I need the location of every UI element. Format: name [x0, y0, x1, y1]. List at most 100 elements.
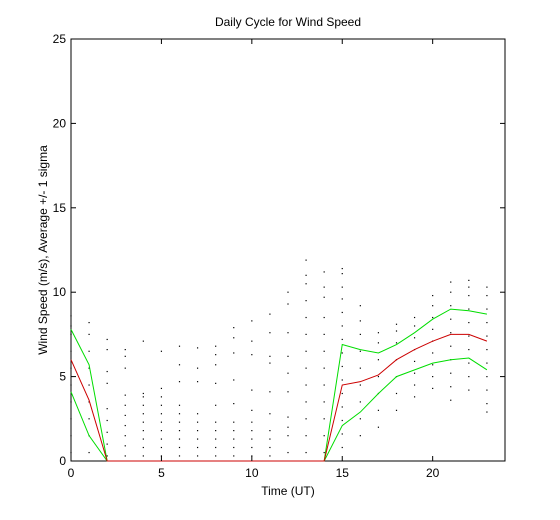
scatter-point	[269, 430, 271, 432]
scatter-point	[359, 384, 361, 386]
scatter-point	[142, 430, 144, 432]
scatter-point	[233, 455, 235, 457]
y-axis: 0 5 10 15 20 25	[53, 32, 505, 468]
scatter-point	[450, 345, 452, 347]
scatter-point	[486, 286, 488, 288]
scatter-point	[124, 455, 126, 457]
y-tick-label: 0	[59, 454, 66, 468]
scatter-point	[450, 386, 452, 388]
scatter-point	[432, 387, 434, 390]
scatter-point	[323, 296, 325, 298]
scatter-point	[196, 455, 199, 457]
scatter-layer	[70, 259, 488, 457]
scatter-point	[215, 345, 217, 347]
scatter-point	[341, 352, 343, 354]
scatter-point	[359, 333, 361, 335]
scatter-point	[432, 328, 434, 330]
scatter-point	[341, 392, 343, 395]
scatter-point	[160, 404, 163, 406]
scatter-point	[341, 406, 343, 408]
scatter-point	[305, 300, 307, 302]
scatter-point	[196, 367, 199, 369]
scatter-point	[160, 438, 163, 440]
scatter-point	[196, 381, 199, 383]
scatter-point	[269, 438, 271, 440]
scatter-point	[287, 435, 289, 437]
scatter-point	[341, 446, 343, 449]
scatter-point	[450, 281, 452, 283]
scatter-point	[468, 348, 470, 351]
scatter-point	[142, 413, 144, 415]
scatter-point	[413, 396, 416, 398]
scatter-point	[413, 372, 416, 374]
y-tick-label: 5	[59, 370, 66, 384]
x-tick-label: 20	[426, 466, 440, 480]
scatter-point	[196, 446, 199, 449]
scatter-point	[359, 418, 361, 420]
scatter-point	[395, 342, 398, 344]
y-tick-label: 20	[53, 116, 67, 130]
scatter-point	[468, 321, 470, 324]
scatter-point	[287, 391, 289, 393]
scatter-point	[359, 367, 361, 369]
scatter-point	[233, 352, 235, 354]
scatter-point	[88, 418, 90, 420]
scatter-point	[486, 389, 488, 391]
scatter-point	[468, 286, 470, 288]
scatter-point	[70, 315, 72, 317]
y-tick-label: 15	[53, 201, 67, 215]
scatter-point	[269, 332, 271, 334]
scatter-point	[233, 421, 235, 423]
scatter-point	[88, 367, 90, 369]
scatter-point	[395, 392, 398, 395]
series-line-mean	[70, 333, 488, 462]
scatter-point	[359, 435, 361, 437]
scatter-point	[468, 308, 470, 310]
scatter-point	[486, 348, 488, 351]
scatter-point	[215, 404, 217, 406]
scatter-point	[468, 279, 470, 281]
scatter-point	[233, 430, 235, 432]
scatter-point	[178, 381, 181, 383]
scatter-point	[233, 446, 235, 449]
scatter-point	[323, 316, 325, 319]
scatter-point	[359, 350, 361, 352]
scatter-point	[251, 354, 253, 356]
scatter-point	[142, 446, 144, 449]
scatter-point	[341, 325, 343, 327]
x-axis-label: Time (UT)	[261, 484, 315, 498]
scatter-point	[160, 455, 163, 457]
scatter-point	[486, 411, 488, 413]
scatter-point	[178, 455, 181, 457]
scatter-point	[323, 418, 325, 420]
scatter-point	[106, 408, 108, 410]
scatter-point	[215, 438, 217, 440]
scatter-point	[395, 323, 398, 325]
scatter-point	[323, 435, 325, 437]
scatter-point	[287, 291, 289, 293]
scatter-point	[323, 333, 325, 335]
scatter-point	[287, 451, 289, 454]
scatter-point	[124, 367, 126, 369]
scatter-point	[359, 305, 361, 307]
scatter-point	[124, 404, 126, 406]
scatter-point	[432, 316, 434, 319]
scatter-point	[269, 455, 271, 457]
scatter-point	[468, 376, 470, 378]
scatter-point	[486, 403, 488, 405]
scatter-point	[341, 286, 343, 288]
scatter-point	[142, 438, 144, 440]
scatter-point	[160, 396, 163, 398]
scatter-point	[323, 401, 325, 403]
scatter-point	[70, 350, 72, 352]
scatter-point	[323, 271, 325, 273]
scatter-point	[88, 350, 90, 352]
scatter-point	[124, 348, 126, 351]
scatter-point	[124, 355, 126, 357]
scatter-point	[160, 387, 163, 390]
scatter-point	[160, 350, 163, 352]
scatter-point	[178, 345, 181, 347]
scatter-point	[468, 335, 470, 337]
scatter-point	[70, 435, 72, 437]
scatter-point	[160, 430, 163, 432]
